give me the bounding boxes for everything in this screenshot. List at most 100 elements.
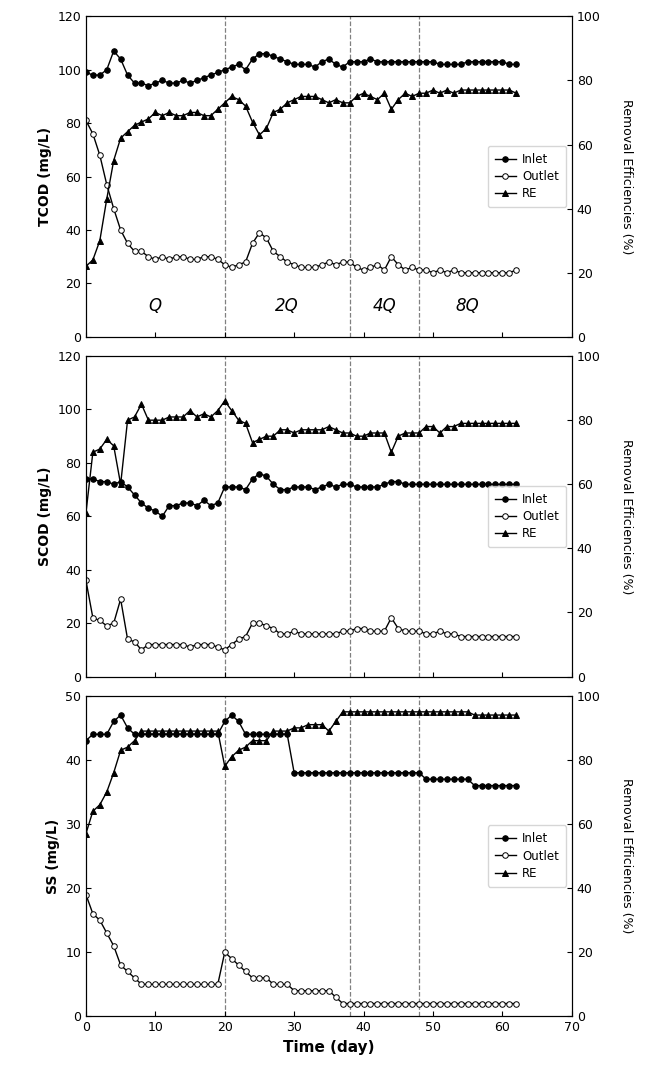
RE [387, 705, 395, 719]
Inlet [290, 766, 298, 779]
RE [283, 97, 291, 110]
Outlet [429, 266, 437, 279]
Y-axis label: Removal Efficiencies (%): Removal Efficiencies (%) [620, 778, 633, 934]
Outlet [207, 638, 215, 651]
Inlet [387, 766, 395, 779]
Line: Outlet: Outlet [83, 117, 519, 275]
Outlet [82, 574, 90, 587]
RE [387, 446, 395, 459]
RE [214, 725, 222, 738]
Outlet [505, 630, 513, 644]
Inlet [144, 79, 152, 92]
RE [512, 416, 520, 429]
Line: Outlet: Outlet [83, 577, 519, 652]
RE [505, 416, 513, 429]
Outlet [297, 984, 305, 997]
Inlet [159, 510, 167, 523]
Line: Outlet: Outlet [83, 891, 519, 1007]
Inlet [297, 480, 305, 493]
Legend: Inlet, Outlet, RE: Inlet, Outlet, RE [488, 825, 566, 887]
Outlet [137, 644, 145, 657]
Text: 8Q: 8Q [456, 298, 479, 315]
Inlet [255, 467, 263, 480]
Outlet [297, 261, 305, 274]
Line: RE: RE [83, 709, 519, 836]
Inlet [221, 715, 229, 728]
Inlet [394, 475, 402, 488]
Inlet [304, 766, 312, 779]
Outlet [200, 250, 208, 263]
RE [82, 507, 90, 520]
RE [297, 90, 305, 103]
Inlet [471, 779, 479, 792]
RE [338, 705, 346, 719]
Text: 2Q: 2Q [276, 298, 299, 315]
RE [505, 84, 513, 97]
RE [221, 395, 229, 408]
RE [283, 725, 291, 738]
RE [200, 408, 208, 421]
Inlet [110, 45, 118, 58]
Inlet [82, 66, 90, 79]
Outlet [221, 644, 229, 657]
Outlet [283, 255, 291, 268]
Inlet [505, 779, 513, 792]
Inlet [505, 478, 513, 491]
Inlet [311, 61, 319, 74]
Inlet [311, 483, 319, 496]
Outlet [338, 997, 346, 1010]
RE [200, 725, 208, 738]
Inlet [297, 58, 305, 71]
Y-axis label: Removal Efficiencies (%): Removal Efficiencies (%) [620, 439, 633, 594]
X-axis label: Time (day): Time (day) [283, 1040, 375, 1054]
Text: Q: Q [149, 298, 162, 315]
Legend: Inlet, Outlet, RE: Inlet, Outlet, RE [488, 146, 566, 208]
Line: RE: RE [83, 398, 519, 516]
Outlet [283, 978, 291, 991]
Inlet [512, 58, 520, 71]
Inlet [512, 478, 520, 491]
Inlet [505, 58, 513, 71]
Inlet [512, 779, 520, 792]
Outlet [290, 625, 298, 638]
Outlet [381, 263, 389, 276]
Y-axis label: TCOD (mg/L): TCOD (mg/L) [38, 127, 52, 226]
RE [505, 709, 513, 722]
RE [82, 827, 90, 840]
RE [429, 84, 437, 97]
Legend: Inlet, Outlet, RE: Inlet, Outlet, RE [488, 486, 566, 547]
Inlet [116, 709, 124, 722]
Y-axis label: Removal Efficiencies (%): Removal Efficiencies (%) [620, 99, 633, 254]
Outlet [505, 997, 513, 1010]
RE [214, 103, 222, 116]
Line: Inlet: Inlet [83, 471, 519, 520]
Line: RE: RE [83, 87, 519, 270]
Outlet [512, 997, 520, 1010]
Inlet [227, 61, 235, 74]
Inlet [214, 66, 222, 79]
Y-axis label: SCOD (mg/L): SCOD (mg/L) [38, 466, 52, 566]
RE [200, 109, 208, 122]
Outlet [505, 266, 513, 279]
Outlet [82, 888, 90, 901]
Outlet [387, 997, 395, 1010]
RE [512, 87, 520, 100]
Outlet [200, 978, 208, 991]
Inlet [207, 499, 215, 512]
Y-axis label: SS (mg/L): SS (mg/L) [46, 819, 59, 894]
Outlet [82, 114, 90, 127]
RE [381, 87, 389, 100]
Text: 4Q: 4Q [373, 298, 396, 315]
RE [512, 709, 520, 722]
Inlet [207, 728, 215, 741]
Outlet [214, 978, 222, 991]
Line: Inlet: Inlet [83, 712, 519, 788]
Outlet [387, 611, 395, 624]
Inlet [82, 473, 90, 486]
RE [82, 260, 90, 273]
RE [290, 426, 298, 439]
Outlet [304, 627, 312, 640]
Inlet [82, 734, 90, 747]
Inlet [221, 480, 229, 493]
RE [297, 722, 305, 735]
